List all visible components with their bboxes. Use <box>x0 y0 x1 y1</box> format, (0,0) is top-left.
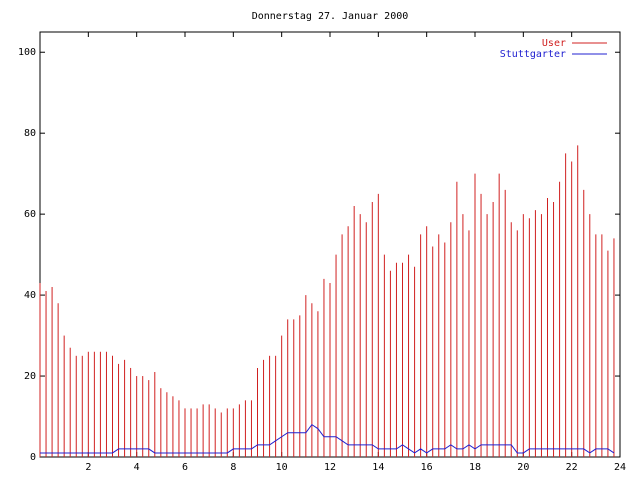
y-tick-label: 40 <box>24 290 36 301</box>
y-tick-label: 20 <box>24 371 36 382</box>
x-tick-label: 22 <box>566 462 578 473</box>
y-tick-label: 0 <box>30 452 36 463</box>
x-tick-label: 16 <box>421 462 433 473</box>
y-tick-label: 60 <box>24 209 36 220</box>
legend-label: User <box>542 38 566 49</box>
x-tick-label: 24 <box>614 462 626 473</box>
y-tick-label: 100 <box>18 47 36 58</box>
x-tick-label: 20 <box>517 462 529 473</box>
legend-label: Stuttgarter <box>500 49 566 60</box>
y-tick-label: 80 <box>24 128 36 139</box>
x-tick-label: 18 <box>469 462 481 473</box>
x-tick-label: 12 <box>324 462 336 473</box>
x-tick-label: 8 <box>230 462 236 473</box>
x-tick-label: 2 <box>85 462 91 473</box>
series-line <box>40 423 615 454</box>
x-tick-label: 10 <box>276 462 288 473</box>
chart-title: Donnerstag 27. Januar 2000 <box>252 11 409 22</box>
x-tick-label: 4 <box>134 462 140 473</box>
x-tick-label: 6 <box>182 462 188 473</box>
x-tick-label: 14 <box>372 462 384 473</box>
